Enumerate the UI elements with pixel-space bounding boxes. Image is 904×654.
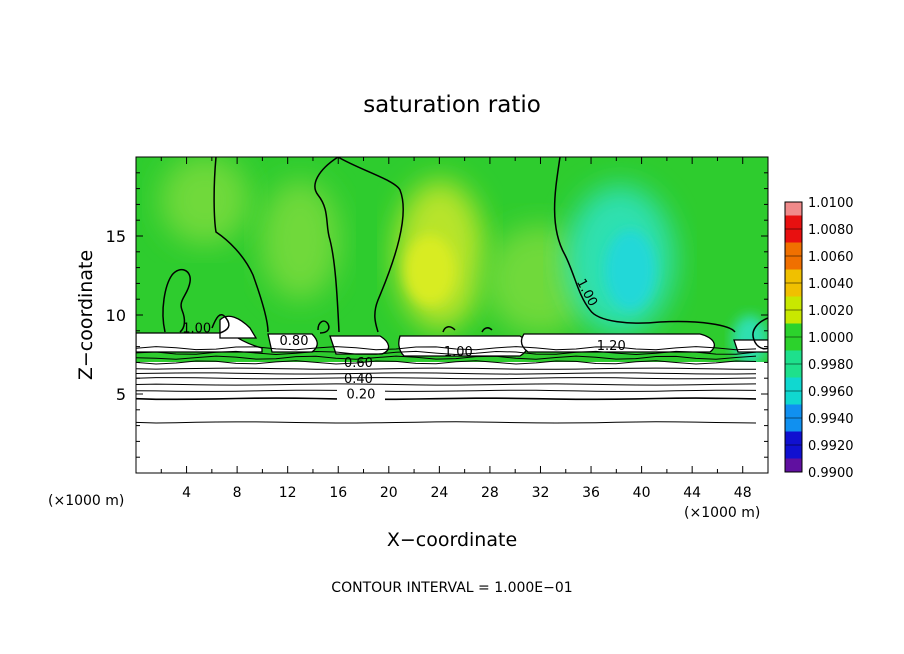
colorbar-swatch [785,458,802,472]
contour-line [317,320,330,334]
x-tick-label: 8 [233,485,242,501]
contour-line [136,372,757,375]
y-tick-label: 15 [106,227,126,246]
x-tick-label: 44 [683,485,701,501]
x-tick-label: 32 [532,485,550,501]
field-anomalies [160,157,768,365]
contour-label: 1.00 [182,321,211,336]
contour-line [136,397,757,401]
colorbar-label: 1.0060 [808,250,854,265]
colorbar-label: 1.0040 [808,277,854,292]
cloud-island [520,333,715,353]
x-axis: 4 8 12 16 20 24 28 32 36 40 44 48 [160,157,752,501]
x-tick-label: 36 [582,485,600,501]
contour-line [314,157,340,333]
x-tick-label: 24 [430,485,448,501]
x-tick-label: 28 [481,485,499,501]
x-axis-label: X−coordinate [387,529,517,551]
contour-line [136,383,757,386]
contour-line [136,421,757,424]
field-blob [405,235,455,305]
y-tick-label: 5 [116,385,126,404]
contour-line [136,346,757,351]
x-unit-left: (×1000 m) [48,493,124,509]
contour-line [136,350,757,356]
colorbar-label: 0.9980 [808,358,854,373]
x-tick-label: 4 [182,485,191,501]
x-tick-label: 48 [734,485,752,501]
y-tick-label: 10 [106,306,126,325]
colorbar-label: 0.9920 [808,439,854,454]
colorbar-label: 0.9940 [808,412,854,427]
x-tick-label: 16 [329,485,347,501]
contour-line [752,317,768,350]
x-tick-label: 20 [380,485,398,501]
subsaturated-layer [136,362,768,473]
y-axis: 5 10 15 [106,172,768,458]
cloud-island [733,339,768,353]
contour-label: 0.60 [344,356,373,371]
contour-line [136,377,757,380]
colorbar-label: 1.0000 [808,331,854,346]
cloud-island [329,335,390,355]
colorbar-label: 1.0100 [808,196,854,211]
contour-label: 0.40 [344,372,373,387]
contour-labels: 1.001.001.00 1.200.800.600.400.20 [182,277,626,403]
field-blob [605,230,655,310]
field-blob [260,180,340,300]
x-tick-label: 12 [279,485,297,501]
colorbar-label: 1.0080 [808,223,854,238]
contour-line [136,355,757,360]
colorbar: 1.0100 1.0080 1.0060 1.0040 1.0020 1.0000 0.99… [784,196,854,481]
contour-line [442,326,456,333]
colorbar-swatch [785,202,802,216]
upper-contours [162,157,768,350]
lower-contours [136,346,757,424]
x-unit-right: (×1000 m) [684,505,760,521]
field-blob [160,157,250,245]
colorbar-label: 0.9960 [808,385,854,400]
colorbar-label: 0.9900 [808,466,854,481]
y-axis-label: Z−coordinate [75,250,97,380]
contour-label: 0.80 [280,334,309,349]
contour-label: 1.00 [444,345,473,360]
contour-line [136,360,757,365]
cloud-contours [136,315,768,357]
contour-line [162,268,191,333]
plot-area: 1.001.001.00 1.200.800.600.400.20 [136,157,768,473]
chart-title: saturation ratio [363,92,541,118]
contour-line [136,389,757,392]
contour-interval-note: CONTOUR INTERVAL = 1.000E−01 [331,580,572,596]
contour-label: 1.20 [597,339,626,354]
x-tick-label: 40 [633,485,651,501]
label-mask [336,386,385,402]
colorbar-label: 1.0020 [808,304,854,319]
contour-line [213,157,269,333]
contour-line [211,314,230,334]
contour-line [136,367,757,370]
contour-line [337,157,404,333]
contour-line [553,157,736,333]
contour-line [481,327,493,333]
contour-label: 0.20 [347,388,376,403]
